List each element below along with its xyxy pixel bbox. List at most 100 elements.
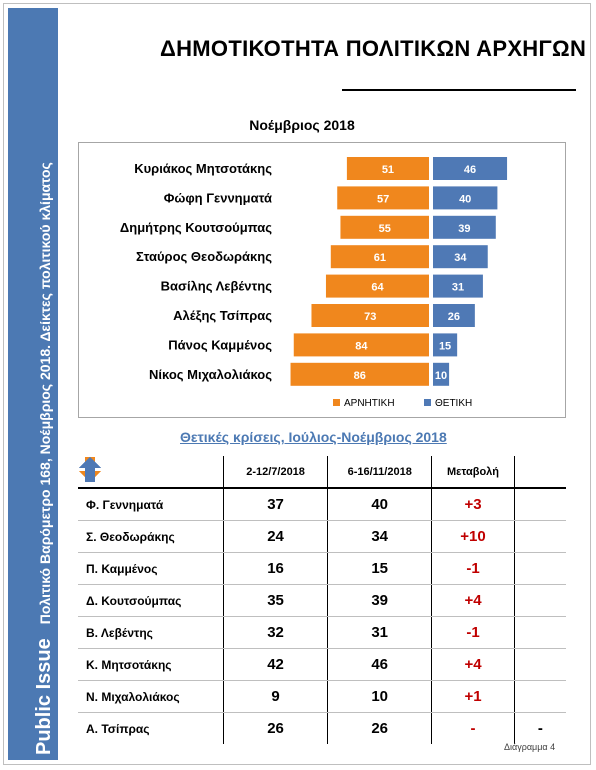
row-name: Ν. Μιχαλολιάκος [78,680,224,713]
row-name: Π. Καμμένος [78,552,224,585]
table-row: Π. Καμμένος 16 15 -1 [78,457,566,585]
table-row: Β. Λεβέντης 32 31 -1 [78,457,566,649]
chart-title: Νοέμβριος 2018 [249,117,355,133]
figure-number: Διάγραμμα 4 [504,742,556,752]
row-value-period-2: 40 [327,488,432,521]
data-label-positive: 34 [454,252,467,264]
category-label: Σταύρος Θεοδωράκης [136,249,272,264]
bar-negative [340,215,429,239]
row-value-period-1: 37 [223,488,328,521]
row-value-period-1: 24 [223,520,328,553]
bar-positive [433,274,483,298]
row-change: +4 [431,648,515,681]
row-name: Β. Λεβέντης [78,616,224,649]
header-change: Μεταβολή [431,456,515,489]
bar-negative [325,274,429,298]
category-label: Πάνος Καμμένος [168,337,272,352]
row-name: Κ. Μητσοτάκης [78,648,224,681]
row-change: +10 [431,520,515,553]
data-label-negative: 84 [355,340,368,352]
table-header-row: 2-12/7/2018 6-16/11/2018 Μεταβολή [78,456,566,489]
legend-label-positive: ΘΕΤΙΚΗ [435,398,472,409]
data-label-positive: 26 [448,311,460,323]
category-label: Φώφη Γεννηματά [164,190,272,205]
arrow-up-icon [79,457,566,713]
table-row: Σ. Θεοδωράκης 24 34 +10 [78,457,566,553]
row-name: Δ. Κουτσούμπας [78,584,224,617]
row-value-period-2: 10 [327,680,432,713]
row-value-period-1: 16 [223,552,328,585]
arrow-up-icon [79,457,566,617]
bar-negative [290,362,429,386]
table-row: Α. Τσίπρας 26 26- - [78,712,566,744]
arrow-up-icon [79,457,566,553]
data-label-positive: 39 [458,223,470,235]
page-title: ΔΗΜΟΤΙΚΟΤΗΤΑ ΠΟΛΙΤΙΚΩΝ ΑΡΧΗΓΩΝ [160,36,587,61]
change-table: 2-12/7/2018 6-16/11/2018 Μεταβολή Φ. Γεν… [78,456,566,744]
row-change: +4 [431,584,515,617]
header-period-2: 6-16/11/2018 [327,456,432,489]
table-row: Κ. Μητσοτάκης 42 46 +4 [78,457,566,681]
bar-positive [433,245,488,269]
row-change: -1 [431,552,515,585]
no-change-indicator: - [513,712,566,744]
row-value-period-2: 31 [327,616,432,649]
arrow-up-icon [79,457,566,521]
chart-title-wrap: Νοέμβριος 2018 [0,117,596,133]
bar-negative [293,333,429,357]
row-change: -1 [431,616,515,649]
data-label-negative: 57 [377,193,389,205]
legend-swatch-positive [424,399,431,406]
category-label: Δημήτρης Κουτσούμπας [120,220,272,235]
row-value-period-2: 39 [327,584,432,617]
row-value-period-2: 15 [327,552,432,585]
data-label-negative: 73 [364,311,376,323]
table-row: Φ. Γεννηματά 37 40 +3 [78,457,566,521]
title-divider [342,89,576,91]
category-label: Κυριάκος Μητσοτάκης [134,161,272,176]
data-label-negative: 86 [354,370,366,382]
data-label-negative: 61 [374,252,386,264]
arrow-down-icon [79,457,566,585]
table-row: Δ. Κουτσούμπας 35 39 +4 [78,457,566,617]
brand-label: Public Issue [33,638,55,755]
category-label: Βασίλης Λεβέντης [161,279,273,294]
legend-label-negative: ΑΡΝΗΤΙΚΗ [344,398,395,409]
data-label-negative: 55 [379,223,391,235]
row-change: +3 [431,488,515,521]
data-label-positive: 31 [452,282,464,294]
row-value-period-1: 35 [223,584,328,617]
data-label-negative: 64 [371,282,384,294]
row-value-period-1: 26 [223,712,328,744]
bar-positive [433,215,496,239]
bar-negative [346,157,429,180]
row-value-period-1: 42 [223,648,328,681]
data-label-positive: 46 [464,164,476,176]
row-change: +1 [431,680,515,713]
row-value-period-2: 26 [327,712,432,744]
legend-swatch-negative [333,399,340,406]
bar-positive [433,186,498,210]
row-name: Α. Τσίπρας [86,721,150,736]
row-value-period-2: 46 [327,648,432,681]
bar-positive [433,304,475,327]
data-label-positive: 15 [439,340,451,352]
diverging-bar-chart: 51 46 Κυριάκος Μητσοτάκης 57 40 Φώφη Γεννηματ… [120,157,508,409]
data-label-positive: 10 [435,370,447,382]
category-label: Νίκος Μιχαλολιάκος [149,367,272,382]
bar-negative [337,186,429,210]
bar-positive [433,157,508,180]
page-frame [3,3,591,765]
data-label-negative: 51 [382,164,394,176]
table-row: Ν. Μιχαλολιάκος 9 10 +1 [78,457,566,713]
header-arrow [513,456,566,489]
bar-positive [433,362,450,386]
data-label-positive: 40 [459,193,471,205]
bar-positive [433,333,458,357]
row-value-period-1: 9 [223,680,328,713]
row-value-period-1: 32 [223,616,328,649]
chart-frame [78,142,566,418]
arrow-up-icon [79,457,566,681]
row-name: Φ. Γεννηματά [78,488,224,521]
table-title: Θετικές κρίσεις, Ιούλιος-Νοέμβριος 2018 [180,429,447,445]
